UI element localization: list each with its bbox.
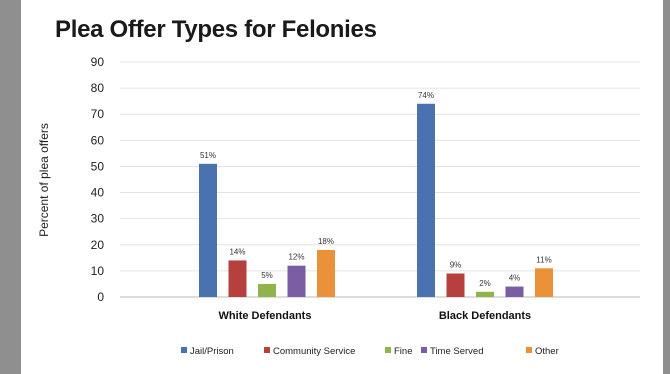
data-label: 51% <box>200 151 216 160</box>
legend-label: Community Service <box>273 346 355 357</box>
y-tick-label: 60 <box>91 133 105 147</box>
y-tick-label: 10 <box>91 264 105 278</box>
data-label: 14% <box>229 247 245 256</box>
legend-swatch <box>526 347 532 353</box>
x-category-label: White Defendants <box>219 310 312 322</box>
bar <box>476 291 494 297</box>
y-tick-label: 50 <box>91 159 105 173</box>
x-category-label: Black Defendants <box>439 310 531 322</box>
bar <box>228 260 247 297</box>
legend-swatch <box>385 347 391 353</box>
bars: 51% 14% 5% 12% 18% 74% 9% 2% 4% 11% <box>199 91 553 298</box>
legend-label: Time Served <box>430 346 484 357</box>
bar <box>258 283 276 297</box>
y-tick-label: 70 <box>91 107 105 121</box>
data-label: 2% <box>479 279 491 288</box>
data-label: 4% <box>509 274 521 283</box>
data-label: 74% <box>418 91 434 100</box>
legend-label: Jail/Prison <box>190 346 234 357</box>
legend-swatch <box>421 347 427 353</box>
legend-label: Other <box>535 346 559 357</box>
bar <box>505 286 524 297</box>
data-label: 12% <box>288 253 304 262</box>
y-tick-label: 0 <box>97 290 104 304</box>
data-label: 18% <box>318 237 334 246</box>
y-tick-label: 30 <box>91 212 105 226</box>
bar <box>417 103 435 298</box>
legend-swatch <box>181 347 187 353</box>
y-tick-label: 20 <box>91 238 105 252</box>
gridlines <box>120 61 640 298</box>
legend-swatch <box>264 347 270 353</box>
y-tick-label: 80 <box>91 81 105 95</box>
chart-title: Plea Offer Types for Felonies <box>55 16 377 43</box>
data-label: 9% <box>450 261 462 270</box>
y-axis-ticks: 0 10 20 30 40 50 60 70 80 90 <box>91 55 105 304</box>
bar <box>535 268 553 297</box>
legend-label: Fine <box>394 346 412 357</box>
y-axis-label: Percent of plea offers <box>37 123 51 237</box>
data-label: 5% <box>261 271 273 280</box>
bar <box>446 273 465 297</box>
bar <box>317 250 335 297</box>
legend: Jail/Prison Community Service Fine Time Ser… <box>181 346 559 357</box>
x-axis-categories: White Defendants Black Defendants <box>219 310 532 322</box>
data-label: 11% <box>536 255 551 264</box>
y-tick-label: 90 <box>91 55 105 69</box>
bar <box>287 265 306 297</box>
y-tick-label: 40 <box>91 186 105 200</box>
bar <box>199 163 217 297</box>
